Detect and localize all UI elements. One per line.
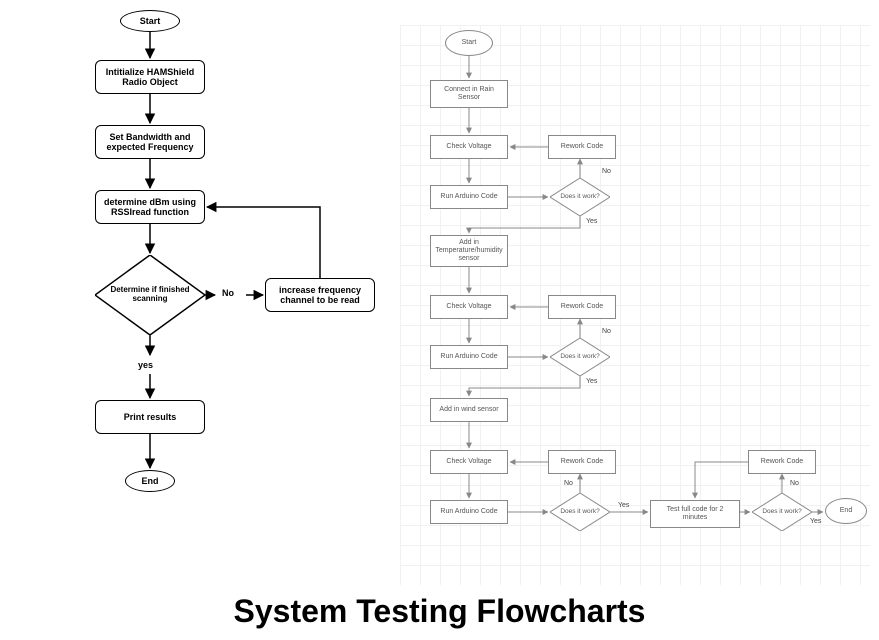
- left-inc: increase frequency channel to be read: [265, 278, 375, 312]
- r-rw3: Rework Code: [548, 450, 616, 474]
- r-end: End: [825, 498, 867, 524]
- r-d1-label: Does it work?: [552, 193, 607, 200]
- r-yes3: Yes: [618, 502, 629, 509]
- r-d1: Does it work?: [550, 178, 610, 216]
- r-temp: Add in Temperature/humidity sensor: [430, 235, 508, 267]
- r-no2: No: [602, 328, 611, 335]
- r-rw1: Rework Code: [548, 135, 616, 159]
- r-d4-label: Does it work?: [754, 508, 809, 515]
- r-rain: Connect in Rain Sensor: [430, 80, 508, 108]
- r-wind: Add in wind sensor: [430, 398, 508, 422]
- left-end: End: [125, 470, 175, 492]
- left-setbw: Set Bandwidth and expected Frequency: [95, 125, 205, 159]
- left-print: Print results: [95, 400, 205, 434]
- left-label-no: No: [222, 288, 234, 298]
- r-run1: Run Arduino Code: [430, 185, 508, 209]
- r-cv3: Check Voltage: [430, 450, 508, 474]
- r-d4: Does it work?: [752, 493, 812, 531]
- left-decision-scan: Determine if finished scanning: [95, 255, 205, 335]
- r-no1: No: [602, 168, 611, 175]
- r-d3: Does it work?: [550, 493, 610, 531]
- r-cv1: Check Voltage: [430, 135, 508, 159]
- left-init: Intitialize HAMShield Radio Object: [95, 60, 205, 94]
- r-start: Start: [445, 30, 493, 56]
- r-d2: Does it work?: [550, 338, 610, 376]
- r-d2-label: Does it work?: [552, 353, 607, 360]
- r-rw2: Rework Code: [548, 295, 616, 319]
- r-no4: No: [790, 480, 799, 487]
- r-no3: No: [564, 480, 573, 487]
- r-d3-label: Does it work?: [552, 508, 607, 515]
- left-label-yes: yes: [138, 360, 153, 370]
- r-run2: Run Arduino Code: [430, 345, 508, 369]
- left-start: Start: [120, 10, 180, 32]
- r-yes4: Yes: [810, 518, 821, 525]
- page-title: System Testing Flowcharts: [0, 593, 879, 630]
- r-rw4: Rework Code: [748, 450, 816, 474]
- left-decision-label: Determine if finished scanning: [95, 286, 205, 304]
- left-dbm: determine dBm using RSSIread function: [95, 190, 205, 224]
- r-cv2: Check Voltage: [430, 295, 508, 319]
- r-test: Test full code for 2 minutes: [650, 500, 740, 528]
- r-run3: Run Arduino Code: [430, 500, 508, 524]
- r-yes2: Yes: [586, 378, 597, 385]
- r-yes1: Yes: [586, 218, 597, 225]
